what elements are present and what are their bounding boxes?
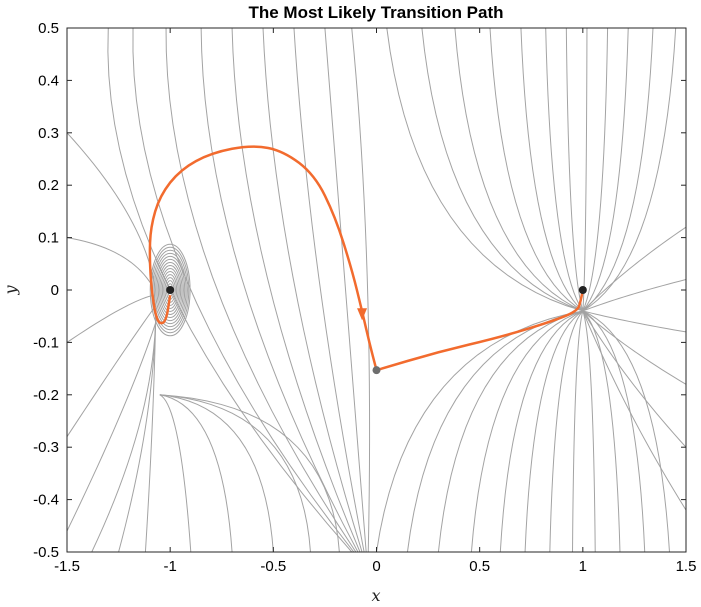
streamline: [524, 310, 584, 552]
streamline: [159, 394, 233, 552]
streamline: [437, 310, 583, 552]
streamline: [200, 28, 359, 552]
y-tick-label: 0.4: [38, 72, 59, 89]
spiral-ring: [163, 274, 178, 306]
spiral-ring: [161, 271, 179, 309]
streamline: [159, 394, 340, 552]
streamline: [262, 28, 363, 552]
y-tick-label: -0.4: [33, 492, 59, 509]
streamline: [376, 310, 583, 552]
streamline: [545, 28, 584, 312]
spiral-ring: [149, 243, 191, 337]
streamline: [582, 310, 596, 552]
streamline: [67, 316, 159, 532]
y-tick-label: -0.5: [33, 544, 59, 561]
streamline: [582, 28, 629, 312]
spiral-ring: [157, 261, 183, 319]
streamline: [489, 28, 584, 312]
point-stable-right: [578, 286, 587, 294]
y-tick-label: -0.1: [33, 334, 59, 351]
transition-path-line: [148, 145, 378, 371]
streamline: [67, 237, 153, 286]
streamline: [421, 28, 584, 312]
streamline: [67, 294, 154, 343]
streamline: [159, 394, 311, 552]
streamline: [582, 28, 609, 312]
point-saddle: [372, 366, 381, 375]
streamline: [565, 28, 584, 312]
streamline: [582, 310, 646, 552]
x-tick-label: -1: [163, 558, 176, 575]
x-tick-label: 0: [372, 558, 380, 575]
spiral-ring: [153, 252, 187, 328]
path-series-group: [148, 145, 585, 372]
streamline: [231, 28, 361, 552]
y-tick-label: 0.3: [38, 125, 59, 142]
streamline: [159, 394, 274, 552]
equilibrium-points-group: [166, 286, 587, 375]
spiral-ring: [159, 264, 182, 316]
point-stable-left: [166, 286, 175, 294]
spiral-ring: [156, 258, 184, 322]
x-tick-label: 0.5: [469, 558, 490, 575]
y-axis-label: y: [1, 285, 20, 296]
streamline: [454, 28, 584, 312]
streamline: [582, 310, 686, 448]
y-tick-label: 0.1: [38, 230, 59, 247]
y-tick-label: -0.3: [33, 439, 59, 456]
streamline: [499, 310, 584, 552]
streamline: [582, 226, 686, 312]
y-tick-label: 0: [51, 282, 59, 299]
spiral-ring: [160, 268, 180, 312]
x-tick-label: 1.5: [676, 558, 697, 575]
streamlines-group: [67, 28, 686, 552]
axis-ticks-group: -1.5 -1 -0.5 0 0.5 1 1.5 0.5 0.4 0.3 0.2 0.1 0 -0.1 -0…: [33, 20, 696, 575]
streamline: [67, 305, 157, 437]
y-tick-label: 0.5: [38, 20, 59, 37]
x-tick-label: 1: [579, 558, 587, 575]
streamline: [470, 310, 584, 552]
path-arrowhead: [357, 308, 368, 321]
streamline: [582, 28, 654, 312]
streamline: [67, 132, 155, 280]
transition-path-line: [376, 289, 585, 372]
streamline: [91, 316, 157, 552]
y-tick-label: -0.2: [33, 387, 59, 404]
spiral-ring: [155, 255, 186, 325]
x-axis-label: x: [371, 586, 380, 605]
streamline: [520, 28, 584, 312]
streamline: [107, 28, 353, 552]
streamline: [582, 310, 686, 333]
y-tick-label: 0.2: [38, 177, 59, 194]
streamline: [582, 310, 670, 552]
streamline: [572, 310, 584, 552]
streamline: [293, 28, 365, 552]
streamline: [165, 28, 357, 552]
streamline: [582, 28, 677, 312]
x-tick-label: -1.5: [54, 558, 80, 575]
chart-title: The Most Likely Transition Path: [248, 3, 503, 22]
streamline: [351, 28, 371, 552]
streamline: [118, 316, 157, 552]
streamline: [159, 394, 192, 552]
streamline: [582, 310, 686, 385]
streamline: [324, 28, 367, 552]
streamline: [582, 310, 686, 511]
streamline: [549, 310, 584, 552]
x-tick-label: -0.5: [260, 558, 286, 575]
streamline: [582, 279, 686, 312]
streamline: [144, 316, 157, 552]
streamline: [386, 28, 583, 312]
